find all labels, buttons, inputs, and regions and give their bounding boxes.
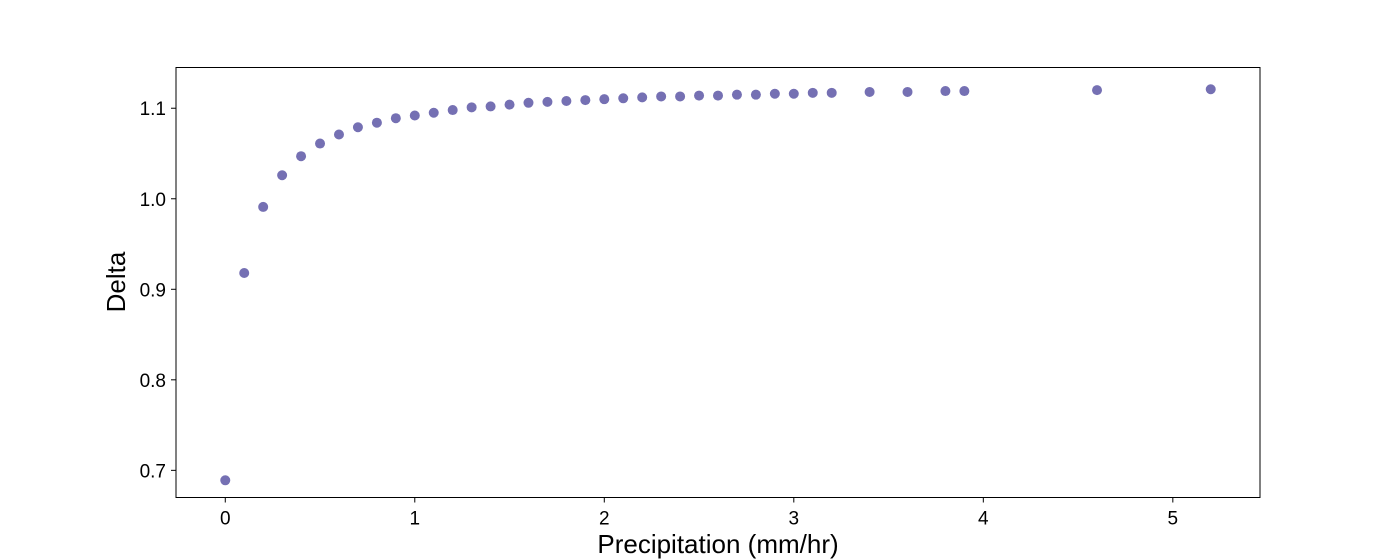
data-point-38: [1205, 84, 1216, 95]
y-tick-label-2: 0.9: [140, 280, 166, 301]
x-axis: 0 1 2 3 4 5: [220, 497, 1179, 530]
data-point-7: [352, 122, 363, 133]
data-point-12: [447, 105, 458, 116]
data-point-15: [504, 99, 515, 110]
data-point-36: [959, 86, 970, 97]
data-point-35: [940, 86, 951, 97]
x-tick-label-5: 5: [1168, 509, 1179, 530]
x-tick-label-3: 3: [789, 509, 800, 530]
data-point-33: [864, 86, 875, 97]
data-point-9: [390, 113, 401, 124]
data-point-13: [466, 102, 477, 113]
data-point-0: [220, 475, 231, 486]
data-point-16: [523, 97, 534, 108]
plot-area-frame: [175, 67, 1261, 498]
data-point-5: [315, 138, 326, 149]
x-axis-label: Precipitation (mm/hr): [597, 529, 838, 559]
data-point-27: [731, 89, 742, 100]
x-tick-label-2: 2: [599, 509, 610, 530]
data-points: [220, 84, 1216, 486]
data-point-19: [580, 95, 591, 106]
data-point-2: [258, 201, 269, 212]
data-point-32: [826, 87, 837, 98]
y-axis-label: Delta: [101, 251, 131, 312]
y-tick-label-3: 1.0: [140, 190, 166, 211]
data-point-37: [1092, 85, 1103, 96]
data-point-4: [296, 151, 307, 162]
data-point-30: [788, 88, 799, 99]
data-point-28: [750, 89, 761, 100]
x-tick-label-0: 0: [220, 509, 231, 530]
x-tick-label-4: 4: [978, 509, 989, 530]
data-point-23: [656, 91, 667, 102]
data-point-1: [239, 267, 250, 278]
data-point-24: [675, 91, 686, 102]
y-tick-label-4: 1.1: [140, 99, 166, 120]
data-point-26: [713, 90, 723, 101]
data-point-31: [807, 87, 818, 98]
y-tick-label-0: 0.7: [140, 461, 166, 482]
data-point-29: [769, 88, 780, 99]
data-point-20: [599, 94, 610, 105]
data-point-8: [371, 117, 382, 128]
data-point-11: [428, 107, 439, 118]
data-point-6: [333, 129, 344, 140]
y-tick-label-1: 0.8: [140, 371, 166, 392]
data-point-18: [561, 95, 572, 106]
data-point-10: [409, 110, 420, 121]
data-point-34: [902, 86, 913, 97]
data-point-17: [542, 96, 553, 107]
x-tick-label-1: 1: [409, 509, 420, 530]
data-point-3: [277, 170, 288, 181]
data-point-25: [694, 90, 705, 101]
data-point-21: [618, 93, 629, 104]
data-point-22: [637, 92, 648, 103]
y-axis: 0.7 0.8 0.9 1.0 1.1: [140, 99, 176, 482]
data-point-14: [485, 101, 496, 112]
